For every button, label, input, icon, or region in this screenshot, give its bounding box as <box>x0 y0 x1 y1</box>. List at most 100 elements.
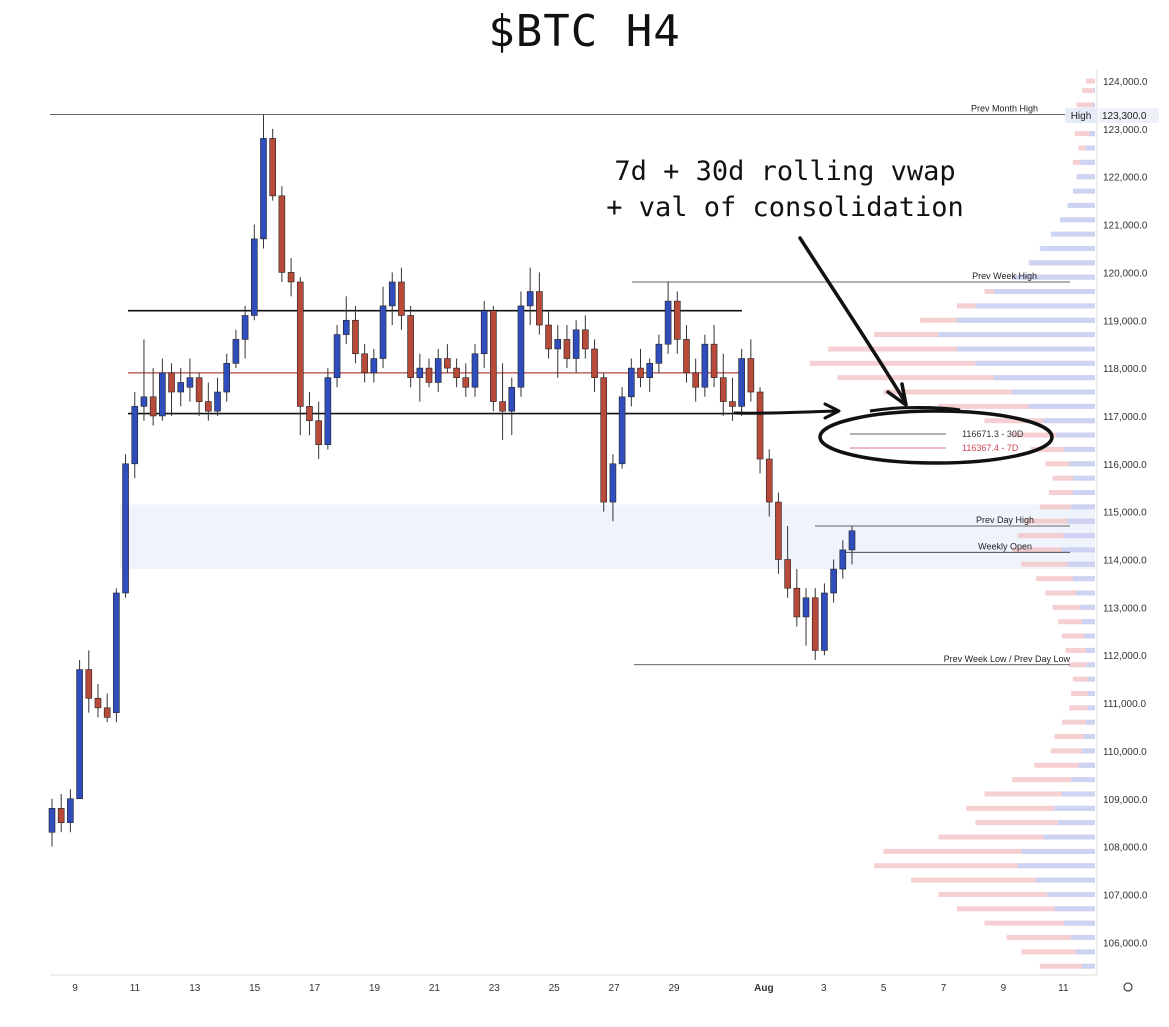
settings-icon[interactable] <box>1123 982 1133 992</box>
profile-bar-buy <box>938 332 1095 338</box>
level-label: Prev Month High <box>971 103 1038 113</box>
profile-bar-sell <box>938 403 1095 409</box>
profile-bar-buy <box>1082 963 1095 969</box>
profile-bar-sell <box>966 805 1095 811</box>
candle-body <box>582 329 589 350</box>
price-axis[interactable]: 124,000.0 123,000.0 122,000.0 121,000.0 120,… <box>1096 70 1148 975</box>
profile-bar-sell <box>984 920 1095 926</box>
profile-bar-buy <box>1012 389 1095 395</box>
profile-bar-sell <box>1085 78 1095 84</box>
chart-title: $BTC H4 <box>488 6 681 57</box>
profile-bar-buy <box>1082 619 1095 625</box>
profile-bar-sell <box>1036 576 1095 582</box>
time-axis[interactable]: 9 11 13 15 17 19 21 23 25 27 29 Aug 3 5 7 9 11 <box>50 974 1097 994</box>
candle-body <box>775 501 782 560</box>
value-zone-layer <box>120 504 1095 570</box>
candle-body <box>811 597 819 651</box>
price-tick-label: 112,000.0 <box>1103 651 1147 662</box>
candle-body <box>480 310 488 355</box>
profile-bar-buy <box>1085 145 1095 151</box>
volume-profile <box>809 78 1095 969</box>
profile-bar-sell <box>1006 935 1095 941</box>
profile-bar-buy <box>1087 705 1095 711</box>
profile-bar-sell <box>938 834 1095 840</box>
profile-bar-buy <box>1067 202 1095 208</box>
candle-body <box>186 377 194 388</box>
profile-bar-buy <box>957 346 1095 352</box>
candle-body <box>655 343 663 364</box>
candle-body <box>508 386 516 412</box>
candle-body <box>600 377 608 503</box>
profile-bar-buy <box>1071 777 1095 783</box>
profile-bar-sell <box>1069 705 1095 711</box>
profile-bar-buy <box>1076 174 1095 180</box>
candle-body <box>692 372 699 388</box>
profile-bar-buy <box>1063 446 1095 452</box>
profile-bar-buy <box>975 360 1095 366</box>
profile-bar-sell <box>1054 734 1095 740</box>
high-label-box <box>1065 108 1097 123</box>
time-tick-label: 5 <box>881 983 887 994</box>
candle-body <box>462 377 470 388</box>
price-tick-label: 113,000.0 <box>1103 603 1147 614</box>
candle-body <box>830 568 837 594</box>
price-tick-label: 119,000.0 <box>1103 316 1147 327</box>
profile-bar-sell <box>1021 561 1095 567</box>
candle-body <box>444 358 451 369</box>
profile-bar-sell <box>1012 777 1095 783</box>
profile-bar-buy <box>957 317 1095 323</box>
candle-body <box>306 406 313 422</box>
consolidation-arrow <box>733 409 840 415</box>
candle-body <box>747 358 755 393</box>
candle-body <box>388 281 396 307</box>
price-tick-label: 115,000.0 <box>1103 508 1147 519</box>
level-label: Prev Week Low / Prev Day Low <box>944 654 1071 664</box>
vwap-circle <box>818 409 1054 465</box>
time-tick-label: 17 <box>309 983 321 994</box>
candle-body <box>664 300 672 345</box>
candle-body <box>232 339 240 364</box>
price-tick-label: 111,000.0 <box>1103 699 1146 710</box>
candle-body <box>673 300 681 340</box>
profile-bar-buy <box>1067 518 1095 524</box>
time-tick-label: 27 <box>609 983 621 994</box>
profile-bar-buy <box>1072 576 1095 582</box>
profile-bar-buy <box>1056 432 1095 438</box>
profile-bar-sell <box>1061 719 1095 725</box>
high-label-text: High <box>1071 111 1092 122</box>
price-tick-label: 110,000.0 <box>1103 747 1147 758</box>
candle-body <box>628 367 635 398</box>
profile-bar-buy <box>1072 490 1095 496</box>
price-tick-label: 124,000.0 <box>1103 77 1148 88</box>
price-tick-label: 114,000.0 <box>1103 556 1147 567</box>
candle-body <box>361 353 368 374</box>
candle-body <box>719 377 727 402</box>
candle-body <box>241 315 249 340</box>
candle-body <box>407 315 414 378</box>
profile-bar-buy <box>1069 461 1095 467</box>
profile-bar-buy <box>1017 863 1095 869</box>
profile-bar-sell <box>911 877 1095 883</box>
profile-bar-buy <box>1083 734 1095 740</box>
candle-body <box>94 697 102 709</box>
profile-bar-sell <box>984 418 1095 424</box>
profile-bar-buy <box>1061 547 1095 553</box>
profile-bar-buy <box>1085 647 1095 653</box>
candle-body <box>554 339 562 350</box>
profile-bar-sell <box>1021 949 1095 955</box>
profile-bar-buy <box>1085 719 1095 725</box>
time-tick-label: 3 <box>821 983 827 994</box>
profile-bar-buy <box>1089 131 1095 137</box>
candle-body <box>609 463 617 503</box>
annotation-line-2: + val of consolidation <box>606 192 964 223</box>
profile-bar-sell <box>1052 604 1095 610</box>
profile-bar-sell <box>1012 432 1095 438</box>
value-zone-band <box>120 504 1095 570</box>
candle-body <box>646 363 654 378</box>
candle-body <box>177 382 185 393</box>
candle-body <box>738 358 745 407</box>
price-tick-label: 123,000.0 <box>1103 125 1148 136</box>
profile-bar-buy <box>1086 662 1095 668</box>
candle-body <box>140 396 148 407</box>
